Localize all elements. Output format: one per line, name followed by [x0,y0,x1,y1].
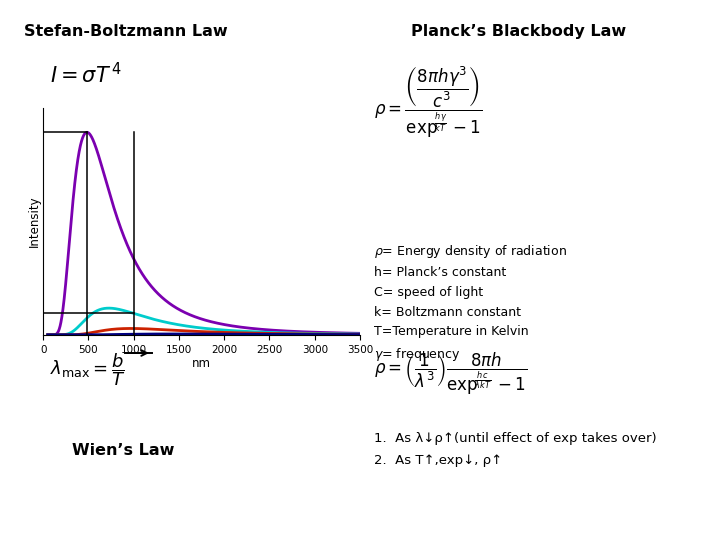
Text: Wien’s Law: Wien’s Law [72,443,174,458]
Text: $\rho = \dfrac{\left(\dfrac{8\pi h\gamma^3}{c^3}\right)}{\exp^{\!\frac{h\gamma}{: $\rho = \dfrac{\left(\dfrac{8\pi h\gamma… [374,65,483,140]
X-axis label: nm: nm [192,357,211,370]
Text: $\rho$= Energy density of radiation
h= Planck’s constant
C= speed of light
k= Bo: $\rho$= Energy density of radiation h= P… [374,243,567,363]
Text: $\it{I} = \sigma \it{T}^{\,4}$: $\it{I} = \sigma \it{T}^{\,4}$ [50,62,122,87]
Text: 1.  As λ↓ρ↑(until effect of exp takes over)
2.  As T↑,exp↓, ρ↑: 1. As λ↓ρ↑(until effect of exp takes ove… [374,432,657,467]
Text: Stefan-Boltzmann Law: Stefan-Boltzmann Law [24,24,228,39]
Y-axis label: Intensity: Intensity [27,195,40,247]
Text: Planck’s Blackbody Law: Planck’s Blackbody Law [411,24,626,39]
Text: $\rho = \left(\dfrac{1}{\lambda^3}\right)\dfrac{8\pi h}{\exp^{\!\frac{hc}{\lambd: $\rho = \left(\dfrac{1}{\lambda^3}\right… [374,351,528,397]
Text: $\lambda_{\rm max} = \dfrac{b}{T}$: $\lambda_{\rm max} = \dfrac{b}{T}$ [50,351,126,388]
